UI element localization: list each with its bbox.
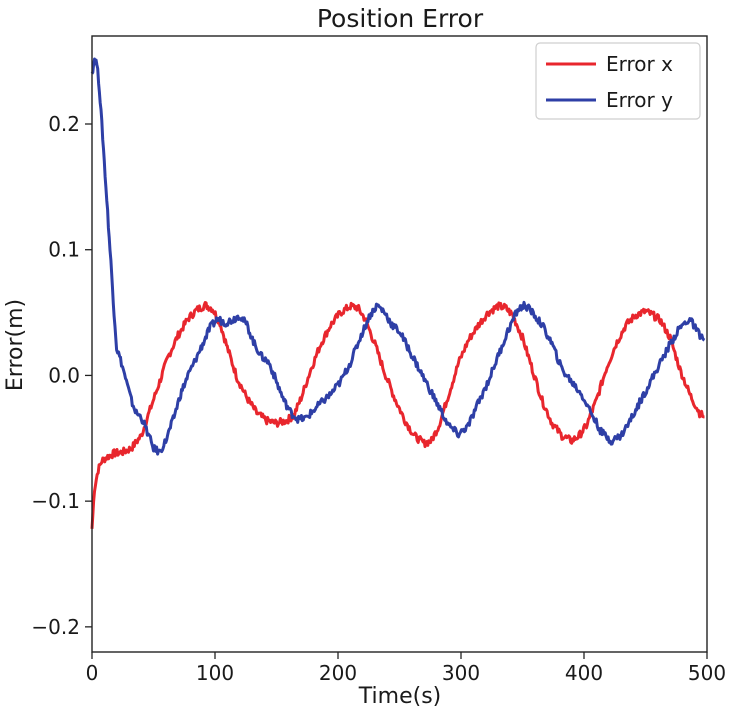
legend: Error x Error y — [535, 42, 701, 120]
axes-layer: 0 100 200 300 400 500 −0.2 −0.1 0.0 0.1 0.2 — [31, 35, 726, 685]
x-tick-label: 0 — [86, 661, 99, 685]
y-axis-label: Error(m) — [3, 299, 28, 391]
plot-frame — [91, 35, 708, 653]
legend-label: Error x — [606, 52, 673, 76]
x-tick-label: 500 — [688, 661, 726, 685]
y-tick-label: −0.1 — [31, 489, 80, 513]
x-axis-label: Time(s) — [358, 684, 441, 709]
x-tick-label: 100 — [196, 661, 234, 685]
series-layer — [90, 57, 706, 529]
y-tick-label: 0.1 — [48, 238, 80, 262]
y-tick-label: −0.2 — [31, 615, 80, 639]
legend-label: Error y — [606, 88, 673, 112]
x-tick-label: 200 — [319, 661, 357, 685]
series-line-error-y — [90, 57, 706, 456]
x-tick-label: 400 — [565, 661, 603, 685]
series-line-error-x — [90, 301, 706, 529]
x-tick-label: 300 — [442, 661, 480, 685]
y-tick-label: 0.2 — [48, 112, 80, 136]
chart-title: Position Error — [317, 4, 484, 33]
y-tick-label: 0.0 — [48, 363, 80, 387]
